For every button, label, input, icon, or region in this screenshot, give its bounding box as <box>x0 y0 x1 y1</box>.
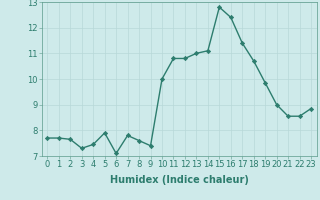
X-axis label: Humidex (Indice chaleur): Humidex (Indice chaleur) <box>110 175 249 185</box>
